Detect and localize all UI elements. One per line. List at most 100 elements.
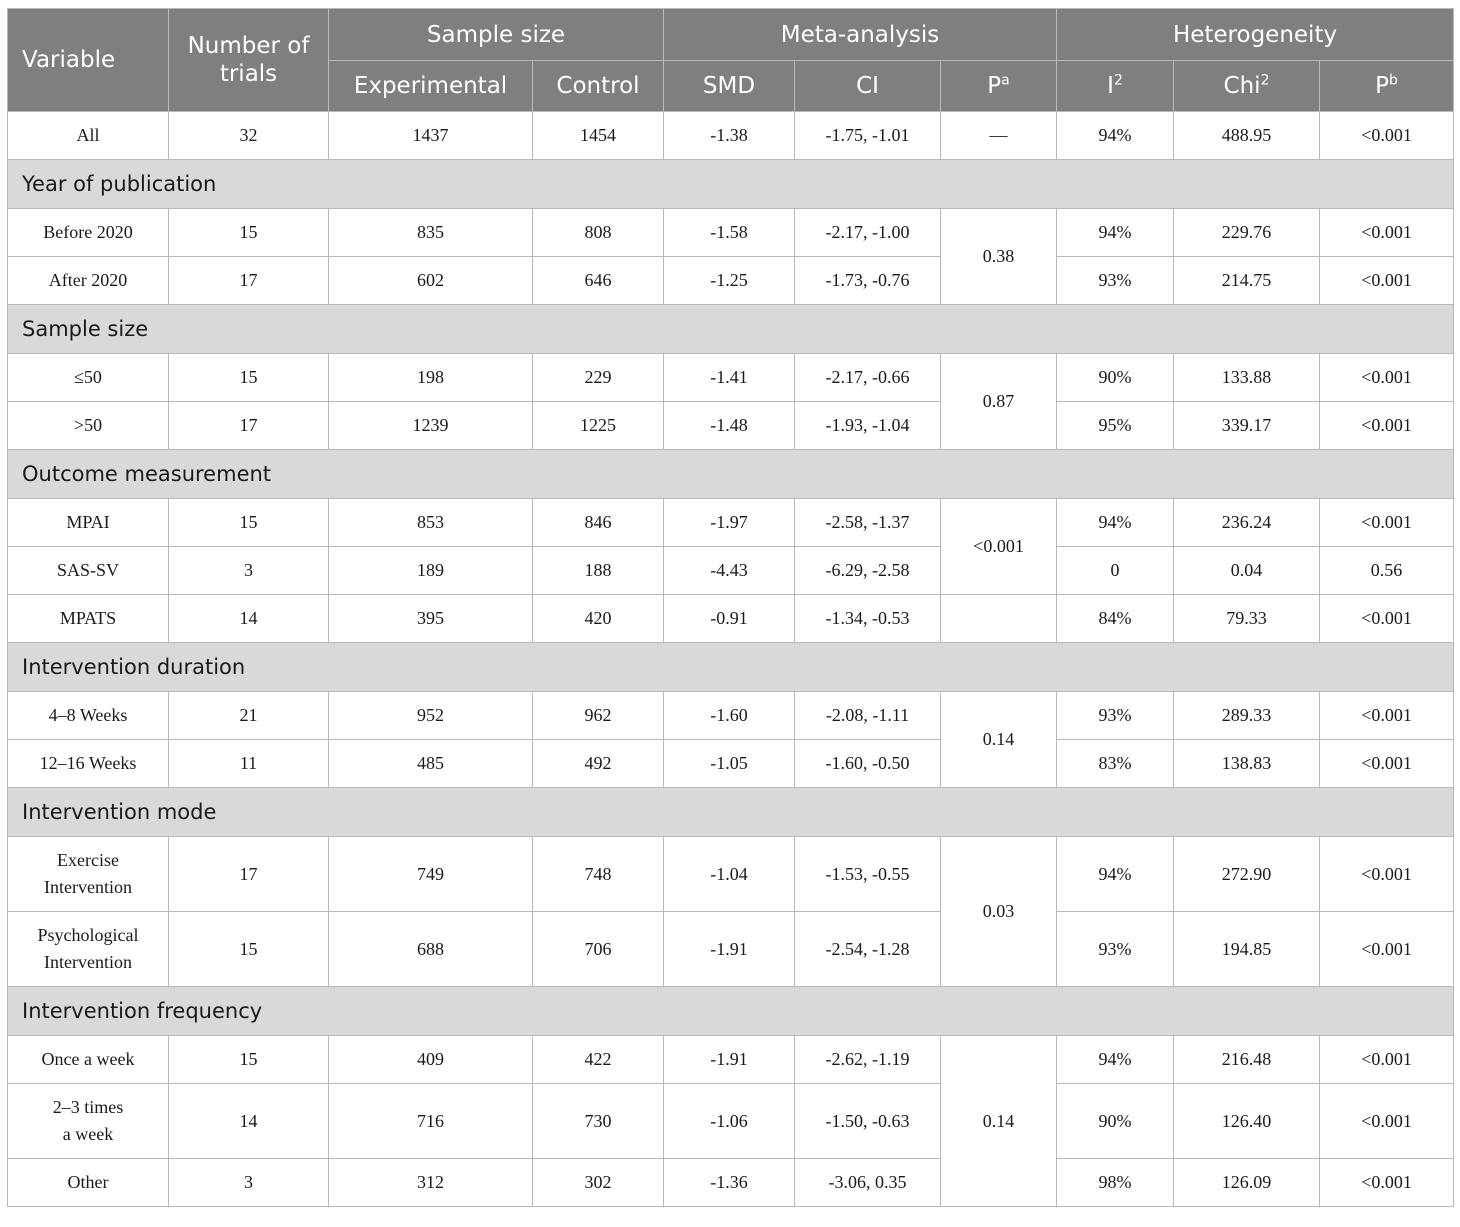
cell-smd: -1.58: [663, 208, 795, 257]
cell-control: 730: [532, 1083, 664, 1159]
cell-smd: -1.48: [663, 401, 795, 450]
cell-variable: 2–3 times a week: [7, 1083, 169, 1159]
cell-ci: -2.17, -1.00: [794, 208, 941, 257]
table-row: 12–16 Weeks 11 485 492 -1.05 -1.60, -0.5…: [7, 739, 1455, 788]
cell-ci: -1.34, -0.53: [794, 594, 941, 643]
table-row: >50 17 1239 1225 -1.48 -1.93, -1.04 95% …: [7, 401, 1455, 450]
cell-trials: 14: [168, 594, 329, 643]
cell-ci: -2.58, -1.37: [794, 498, 941, 547]
cell-p-b: <0.001: [1319, 1158, 1455, 1207]
group-header-year: Year of publication: [6, 159, 1455, 209]
cell-control: 706: [532, 911, 664, 987]
table-row: 2–3 times a week 14 716 730 -1.06 -1.50, …: [7, 1083, 1455, 1159]
cell-variable: ≤50: [7, 353, 169, 402]
cell-i2: 95%: [1056, 401, 1175, 450]
cell-experimental: 716: [328, 1083, 533, 1159]
cell-p-b: <0.001: [1319, 1035, 1455, 1084]
table-row: Once a week 15 409 422 -1.91 -2.62, -1.1…: [7, 1035, 1455, 1207]
cell-trials: 14: [168, 1083, 329, 1159]
cell-p-b: <0.001: [1319, 911, 1455, 987]
cell-variable: 4–8 Weeks: [7, 691, 169, 740]
cell-variable: Psychological Intervention: [7, 911, 169, 987]
header-ci: CI: [794, 60, 941, 112]
cell-control: 808: [532, 208, 664, 257]
table-row: Psychological Intervention 15 688 706 -1.…: [7, 911, 1455, 987]
group-title: Intervention frequency: [6, 986, 1455, 1036]
cell-smd: -1.05: [663, 739, 795, 788]
cell-trials: 11: [168, 739, 329, 788]
table-row: ≤50 15 198 229 -1.41 -2.17, -0.66 0.87 9…: [7, 353, 1455, 450]
cell-control: 229: [532, 353, 664, 402]
cell-chi2: 133.88: [1173, 353, 1321, 402]
cell-control: 302: [532, 1158, 664, 1207]
table-row: After 2020 17 602 646 -1.25 -1.73, -0.76…: [7, 256, 1455, 305]
cell-smd: -1.25: [663, 256, 795, 305]
cell-chi2: 194.85: [1173, 911, 1321, 987]
cell-variable: MPATS: [7, 594, 169, 643]
cell-smd: -1.97: [663, 498, 795, 547]
table-row: 4–8 Weeks 21 952 962 -1.60 -2.08, -1.11 …: [7, 691, 1455, 788]
meta-analysis-table: Variable Number of trials Sample size Me…: [6, 8, 1455, 1207]
group-title: Sample size: [6, 304, 1455, 354]
cell-experimental: 835: [328, 208, 533, 257]
cell-experimental: 952: [328, 691, 533, 740]
table-row-all: All 32 1437 1454 -1.38 -1.75, -1.01 — 94…: [7, 111, 1455, 160]
cell-ci: -2.54, -1.28: [794, 911, 941, 987]
cell-p-b: 0.56: [1319, 546, 1455, 595]
table-row: Before 2020 15 835 808 -1.58 -2.17, -1.0…: [7, 208, 1455, 305]
header-p-a: Pa: [939, 60, 1058, 112]
cell-ci: -1.75, -1.01: [794, 111, 941, 160]
cell-p-b: <0.001: [1319, 498, 1455, 547]
cell-i2: 94%: [1056, 111, 1175, 160]
group-header-sample-size: Sample size: [6, 304, 1455, 354]
header-chi2: Chi2: [1173, 60, 1321, 112]
table-row: SAS-SV 3 189 188 -4.43 -6.29, -2.58 0 0.…: [7, 546, 1455, 595]
cell-chi2: 214.75: [1173, 256, 1321, 305]
cell-p-b: <0.001: [1319, 353, 1455, 402]
header-heterogeneity: Heterogeneity: [1056, 8, 1455, 61]
cell-control: 422: [532, 1035, 664, 1084]
cell-chi2: 289.33: [1173, 691, 1321, 740]
group-header-mode: Intervention mode: [6, 787, 1455, 837]
cell-trials: 15: [168, 208, 329, 257]
cell-smd: -1.36: [663, 1158, 795, 1207]
cell-control: 748: [532, 836, 664, 912]
cell-p-b: <0.001: [1319, 594, 1455, 643]
cell-ci: -3.06, 0.35: [794, 1158, 941, 1207]
cell-control: 646: [532, 256, 664, 305]
cell-chi2: 236.24: [1173, 498, 1321, 547]
header-i2: I2: [1056, 60, 1175, 112]
group-header-outcome: Outcome measurement: [6, 449, 1455, 499]
cell-trials: 15: [168, 911, 329, 987]
cell-variable: MPAI: [7, 498, 169, 547]
cell-smd: -1.41: [663, 353, 795, 402]
cell-variable: 12–16 Weeks: [7, 739, 169, 788]
group-title: Outcome measurement: [6, 449, 1455, 499]
cell-p-a: —: [939, 111, 1058, 160]
cell-experimental: 688: [328, 911, 533, 987]
cell-i2: 93%: [1056, 256, 1175, 305]
cell-ci: -2.62, -1.19: [794, 1035, 941, 1084]
cell-chi2: 126.09: [1173, 1158, 1321, 1207]
group-title: Year of publication: [6, 159, 1455, 209]
cell-experimental: 198: [328, 353, 533, 402]
cell-ci: -1.93, -1.04: [794, 401, 941, 450]
cell-i2: 93%: [1056, 911, 1175, 987]
cell-i2: 94%: [1056, 1035, 1175, 1084]
cell-p-a: <0.001: [939, 498, 1058, 595]
cell-ci: -1.73, -0.76: [794, 256, 941, 305]
header-p-b: Pb: [1319, 60, 1455, 112]
cell-i2: 90%: [1056, 353, 1175, 402]
group-header-frequency: Intervention frequency: [6, 986, 1455, 1036]
cell-trials: 15: [168, 1035, 329, 1084]
cell-trials: 21: [168, 691, 329, 740]
cell-chi2: 229.76: [1173, 208, 1321, 257]
cell-trials: 17: [168, 836, 329, 912]
cell-trials: 3: [168, 546, 329, 595]
table-row: Exercise Intervention 17 749 748 -1.04 -1…: [7, 836, 1455, 987]
cell-smd: -1.91: [663, 911, 795, 987]
cell-smd: -0.91: [663, 594, 795, 643]
cell-i2: 94%: [1056, 836, 1175, 912]
cell-smd: -1.60: [663, 691, 795, 740]
cell-trials: 15: [168, 353, 329, 402]
